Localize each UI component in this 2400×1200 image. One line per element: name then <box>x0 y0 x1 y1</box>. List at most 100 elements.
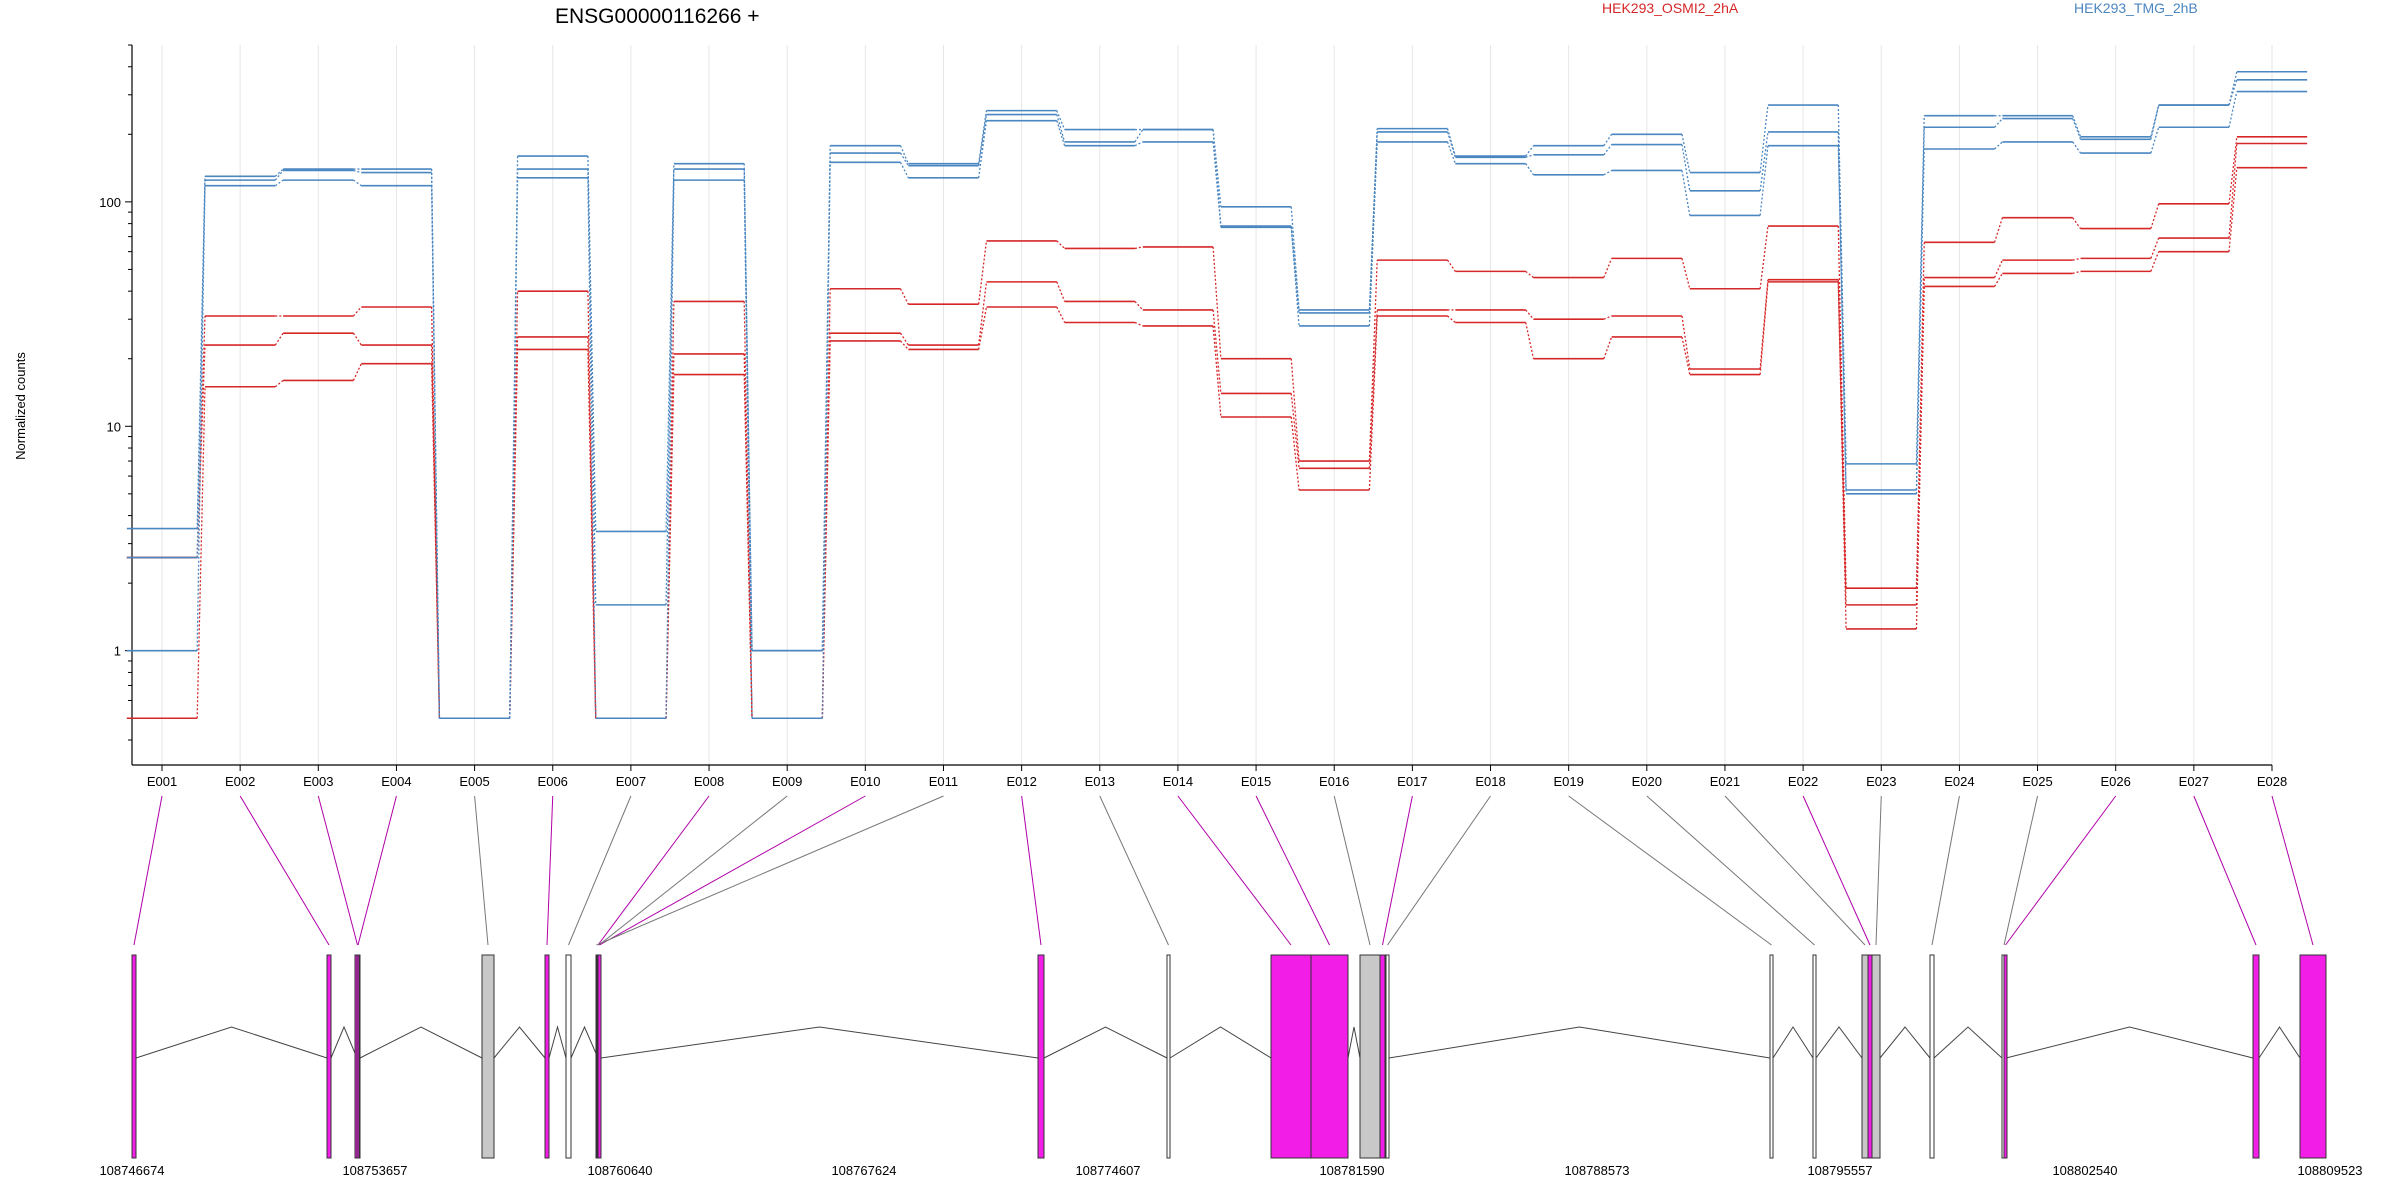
x-tick-label-e028: E028 <box>2257 774 2287 789</box>
series-4 <box>126 70 2308 720</box>
data-connector <box>2072 118 2082 140</box>
x-tick-label-e025: E025 <box>2022 774 2052 789</box>
data-connector <box>1368 260 1378 462</box>
intron-line <box>359 1026 483 1059</box>
x-tick-label-e004: E004 <box>381 774 411 789</box>
data-connector <box>430 185 441 719</box>
connector-e012 <box>1021 795 1042 946</box>
data-connector <box>509 169 519 719</box>
connector-e027 <box>2193 795 2257 946</box>
connector-e013 <box>1099 795 1169 946</box>
gene-exon-e010 <box>597 954 602 1159</box>
gene-exon-e017 <box>1379 954 1386 1159</box>
data-connector <box>1681 315 1691 370</box>
gene-exon-e012 <box>1037 954 1045 1159</box>
connector-e028 <box>2271 795 2314 946</box>
data-connector <box>978 110 988 164</box>
gene-exon-e015 <box>1310 954 1349 1159</box>
intron-line <box>1879 1026 1931 1059</box>
data-connector <box>1212 141 1222 228</box>
data-connector <box>1212 246 1222 359</box>
intron-line <box>2005 1026 2254 1059</box>
gene-exon-e024 <box>1929 954 1935 1159</box>
data-connector <box>1525 145 1535 157</box>
connector-e016 <box>1333 795 1371 946</box>
data-connector <box>1290 393 1300 469</box>
gene-exon-e021 <box>1861 954 1869 1159</box>
connector-e006 <box>546 795 554 946</box>
x-tick-label-e026: E026 <box>2101 774 2131 789</box>
data-connector <box>274 179 284 187</box>
connector-e003 <box>317 795 358 946</box>
data-connector <box>1368 315 1378 491</box>
data-connector <box>1212 129 1222 207</box>
data-connector <box>1681 258 1691 289</box>
connector-e007 <box>568 795 632 946</box>
data-connector <box>1525 309 1534 320</box>
data-connector <box>821 340 831 719</box>
data-connector <box>196 345 206 558</box>
coordinate-label: 108753657 <box>342 1163 407 1178</box>
data-connector <box>352 332 362 346</box>
data-connector <box>665 180 675 719</box>
data-connector <box>352 363 362 381</box>
x-tick-label-e022: E022 <box>1788 774 1818 789</box>
intron-line <box>1815 1026 1863 1059</box>
intron-line <box>2258 1026 2301 1059</box>
x-tick-label-e009: E009 <box>772 774 802 789</box>
data-connector <box>1759 281 1769 375</box>
coordinate-label: 108802540 <box>2052 1163 2117 1178</box>
connector-e021 <box>1724 795 1866 946</box>
data-connector <box>1603 315 1612 320</box>
data-connector <box>743 374 753 719</box>
data-connector <box>1994 273 2003 287</box>
gene-exon-e011 <box>595 954 598 1159</box>
data-connector <box>352 306 362 317</box>
data-connector <box>1056 306 1066 323</box>
connector-e015 <box>1255 795 1330 946</box>
data-connector <box>274 379 284 388</box>
connector-e008 <box>597 795 710 946</box>
data-connector <box>587 349 597 719</box>
gene-exon-e019 <box>1769 954 1774 1159</box>
x-tick-label-e013: E013 <box>1085 774 1115 789</box>
data-connector <box>274 332 284 346</box>
data-connector <box>899 332 909 346</box>
data-connector <box>1290 226 1300 313</box>
data-connector <box>1993 217 2004 243</box>
connector-e023 <box>1875 795 1882 946</box>
data-connector <box>1056 120 1066 146</box>
data-connector <box>1759 145 1769 216</box>
gene-exon-e007 <box>565 954 572 1159</box>
data-connector <box>1368 141 1378 326</box>
data-connector <box>1290 358 1300 462</box>
data-connector <box>978 281 988 346</box>
chart-title: ENSG00000116266 + <box>555 5 760 28</box>
connector-e004 <box>357 795 397 946</box>
data-connector <box>978 240 988 305</box>
x-tick-label-e019: E019 <box>1553 774 1583 789</box>
x-tick-label-e012: E012 <box>1006 774 1036 789</box>
intron-line <box>570 1025 599 1059</box>
x-tick-label-e011: E011 <box>929 774 958 789</box>
gene-model: 108746674 108753657 108760640 108767624 1087… <box>99 954 2363 1178</box>
data-connector <box>2072 270 2081 275</box>
connector-e009 <box>598 795 788 946</box>
connector-e010 <box>599 795 866 946</box>
intron-line <box>1388 1026 1771 1059</box>
intron-line <box>1043 1026 1168 1059</box>
data-connector <box>1759 131 1769 191</box>
data-connector <box>1525 270 1534 279</box>
y-tick-label: 1 <box>114 644 121 659</box>
data-connector <box>2228 167 2238 252</box>
data-connector <box>1915 286 1925 629</box>
series-lines <box>126 70 2308 720</box>
data-connector <box>353 169 362 174</box>
data-connector <box>1212 325 1222 418</box>
gene-exon-e002 <box>326 954 332 1159</box>
intron-line <box>600 1026 1039 1059</box>
x-tick-label-e016: E016 <box>1319 774 1349 789</box>
gene-exon-e006 <box>544 954 550 1159</box>
data-connector <box>1525 154 1534 158</box>
